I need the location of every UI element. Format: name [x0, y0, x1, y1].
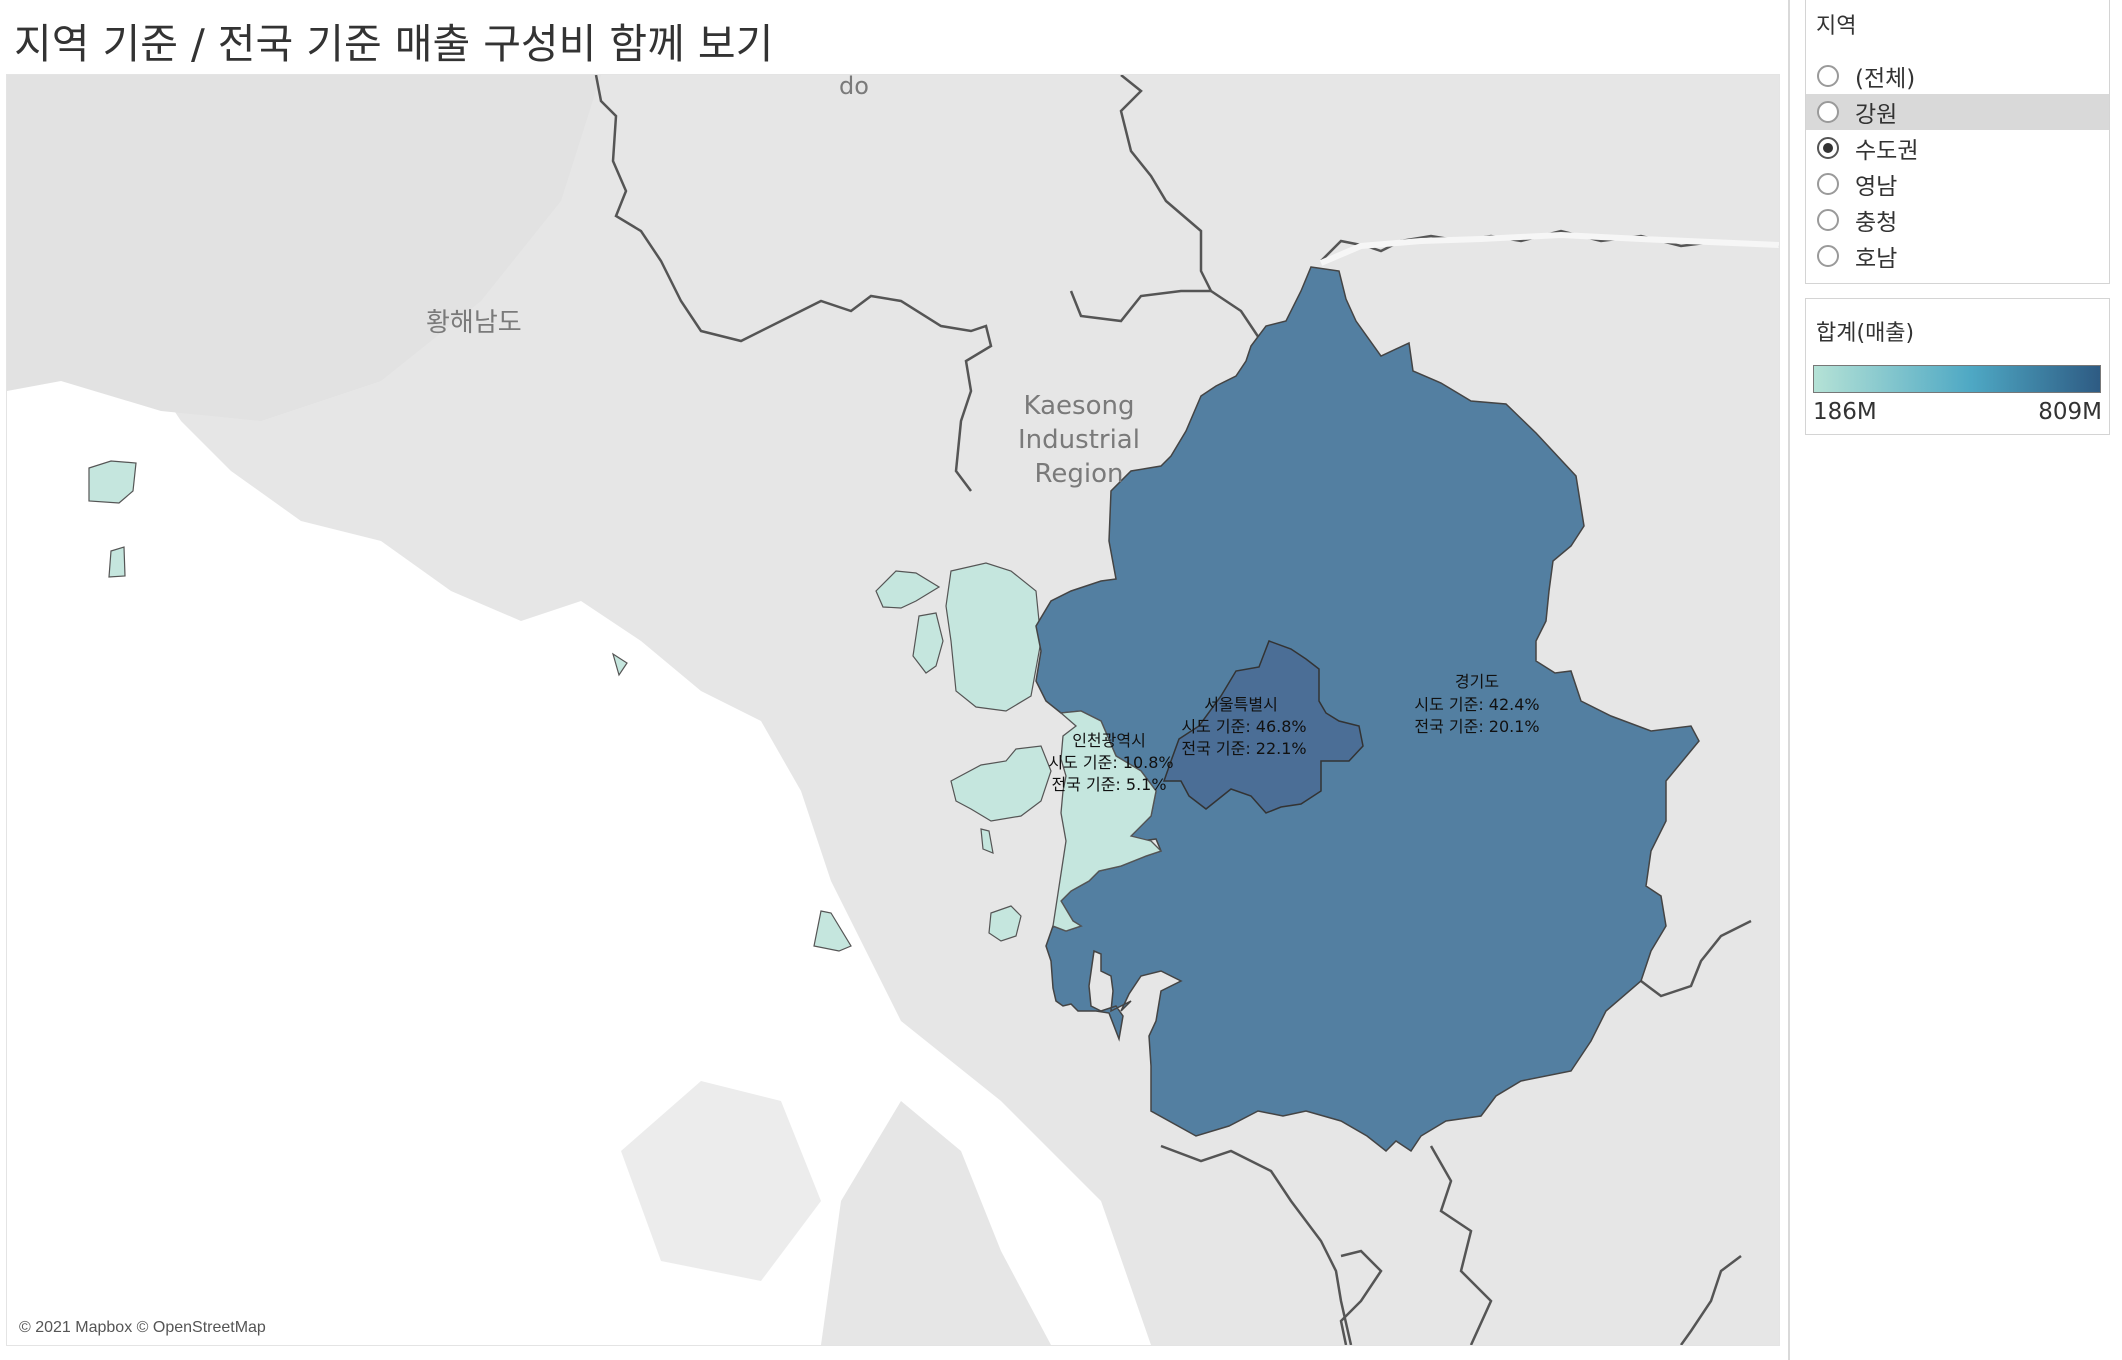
map-attribution[interactable]: © 2021 Mapbox © OpenStreetMap — [19, 1319, 266, 1336]
legend-max-label: 809M — [2038, 399, 2102, 425]
radio-icon[interactable] — [1817, 65, 1839, 87]
filter-option-label: (전체) — [1855, 66, 1916, 92]
region-incheon[interactable] — [1052, 710, 1163, 932]
radio-icon[interactable] — [1817, 173, 1839, 195]
label-do: do — [839, 75, 869, 100]
region-data-labels: 서울특별시 시도 기준: 46.8% 전국 기준: 22.1% 경기도 시도 기… — [1048, 672, 1539, 794]
filter-option-label: 충청 — [1855, 210, 1898, 236]
basemap-roads — [1319, 231, 1779, 266]
map-view[interactable]: do 황해남도 Kaesong Industrial Region 서울특별시 … — [6, 74, 1780, 1346]
filter-option-label: 강원 — [1855, 102, 1898, 128]
radio-selected-icon[interactable] — [1817, 137, 1839, 159]
filter-option-gangwon[interactable]: 강원 — [1806, 94, 2109, 130]
legend-color-ramp — [1813, 365, 2101, 393]
filter-option-chungcheong[interactable]: 충청 — [1806, 202, 2109, 238]
incheon-regional-share-label: 시도 기준: 10.8% — [1048, 753, 1173, 772]
gyeonggi-name-label: 경기도 — [1455, 672, 1499, 691]
filter-title: 지역 — [1816, 14, 1857, 39]
radio-icon[interactable] — [1817, 209, 1839, 231]
filter-option-label: 호남 — [1855, 246, 1898, 272]
label-kaesong-3: Region — [1034, 459, 1123, 489]
radio-icon[interactable] — [1817, 101, 1839, 123]
gyeonggi-national-share-label: 전국 기준: 20.1% — [1414, 717, 1539, 736]
seoul-name-label: 서울특별시 — [1204, 695, 1278, 714]
filter-option-yeongnam[interactable]: 영남 — [1806, 166, 2109, 202]
label-kaesong-2: Industrial — [1018, 425, 1140, 455]
region-filter: 지역 (전체) 강원 수도권 영남 충청 호남 — [1805, 0, 2110, 284]
color-legend: 합계(매출) 186M 809M — [1805, 298, 2110, 435]
filter-option-label: 수도권 — [1855, 138, 1919, 164]
panel-divider — [1788, 0, 1790, 1360]
label-hwanghae: 황해남도 — [426, 308, 522, 338]
filter-option-honam[interactable]: 호남 — [1806, 238, 2109, 274]
incheon-name-label: 인천광역시 — [1072, 731, 1146, 750]
map-canvas[interactable]: do 황해남도 Kaesong Industrial Region 서울특별시 … — [7, 75, 1779, 1345]
region-gyeonggi[interactable] — [1035, 266, 1700, 1153]
map-place-labels: do 황해남도 Kaesong Industrial Region — [426, 75, 1140, 489]
seoul-national-share-label: 전국 기준: 22.1% — [1181, 739, 1306, 758]
filter-option-sudogwon[interactable]: 수도권 — [1806, 130, 2109, 166]
dashboard-title: 지역 기준 / 전국 기준 매출 구성비 함께 보기 — [14, 20, 774, 68]
label-kaesong-1: Kaesong — [1024, 391, 1135, 421]
filter-option-all[interactable]: (전체) — [1806, 58, 2109, 94]
gyeonggi-regional-share-label: 시도 기준: 42.4% — [1414, 695, 1539, 714]
incheon-islands[interactable] — [88, 460, 1110, 952]
legend-title: 합계(매출) — [1816, 321, 1915, 346]
seoul-regional-share-label: 시도 기준: 46.8% — [1181, 717, 1306, 736]
incheon-national-share-label: 전국 기준: 5.1% — [1051, 775, 1166, 794]
region-seoul[interactable] — [1162, 640, 1364, 814]
radio-icon[interactable] — [1817, 245, 1839, 267]
legend-min-label: 186M — [1813, 399, 1877, 425]
filter-option-label: 영남 — [1855, 174, 1898, 200]
